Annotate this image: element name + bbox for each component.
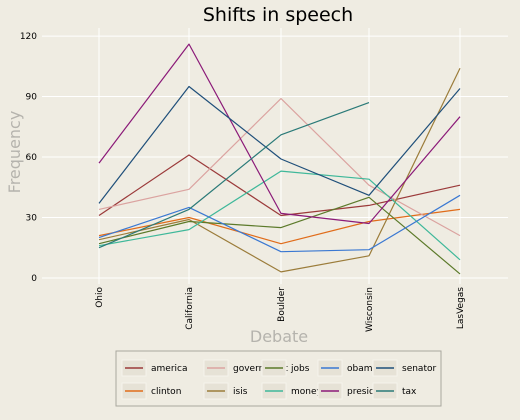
y-tick-label: 90 — [26, 93, 38, 103]
legend-label-senator: senator — [402, 364, 436, 374]
legend-label-obama: obama — [347, 364, 378, 374]
x-tick-label: Wisconsin — [365, 287, 375, 332]
y-tick-label: 120 — [20, 32, 37, 42]
series-line-senator — [98, 85, 461, 204]
series-line-tax — [98, 102, 370, 249]
y-axis-title: Frequency — [5, 111, 24, 194]
legend-label-government: government — [233, 364, 288, 374]
chart-title: Shifts in speech — [203, 4, 353, 26]
legend-label-clinton: clinton — [151, 387, 181, 397]
x-axis-title: Debate — [250, 327, 308, 346]
y-tick-label: 0 — [31, 274, 37, 284]
series-line-president — [98, 43, 461, 225]
y-tick-label: 60 — [26, 153, 38, 163]
series-line-america — [98, 154, 461, 217]
series-lines — [98, 43, 461, 275]
series-line-government — [98, 97, 461, 237]
series-line-jobs — [98, 196, 461, 275]
x-tick-label: LasVegas — [456, 287, 466, 329]
x-tick-label: Boulder — [277, 287, 287, 322]
gridlines — [42, 28, 508, 284]
legend-label-america: america — [151, 364, 187, 374]
x-tick-label: California — [185, 287, 195, 330]
legend: america clinton government isis jobs money oba… — [115, 350, 442, 407]
tick-labels: 0 30 60 90 120 Ohio California Boulder Wisconsin… — [20, 32, 466, 332]
series-line-clinton — [98, 208, 461, 245]
legend-label-isis: isis — [233, 387, 248, 397]
legend-label-president: president — [347, 387, 390, 397]
legend-label-money: money — [291, 387, 323, 397]
legend-label-tax: tax — [402, 387, 417, 397]
x-tick-label: Ohio — [95, 287, 105, 308]
y-tick-label: 30 — [26, 213, 38, 223]
legend-label-jobs: jobs — [290, 364, 310, 374]
series-line-obama — [98, 194, 461, 253]
series-line-isis — [98, 68, 461, 273]
series-line-money — [98, 170, 461, 261]
